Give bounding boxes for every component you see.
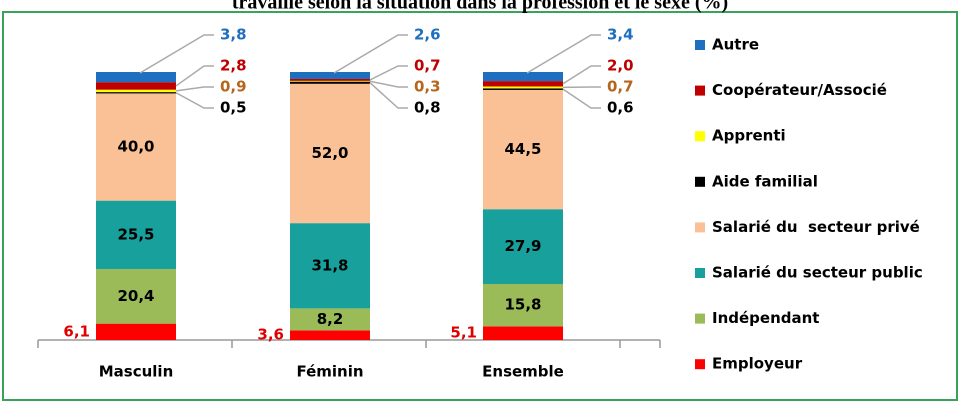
legend-label: Coopérateur/Associé [712, 81, 887, 99]
bar-segment [290, 78, 370, 81]
bar-segment [290, 83, 370, 224]
leader-line [139, 34, 214, 74]
leader-line [526, 34, 601, 74]
bar-segment [483, 81, 563, 87]
data-label: 0,7 [414, 57, 441, 75]
legend-swatch [695, 40, 705, 50]
leader-line [175, 92, 214, 109]
data-label: 40,0 [117, 138, 154, 156]
bar-segment [483, 72, 563, 82]
legend-swatch [695, 359, 705, 370]
data-label: 20,4 [117, 287, 154, 305]
bar-segment [483, 86, 563, 89]
bar-segment [483, 89, 563, 210]
bar-segment [290, 80, 370, 82]
bar-segment [96, 323, 176, 340]
x-tick-label: Ensemble [482, 363, 564, 381]
legend-swatch [695, 176, 705, 187]
data-label: 8,2 [317, 310, 344, 328]
bar-segment [96, 92, 176, 94]
bar-segment [96, 89, 176, 93]
leader-line [369, 82, 408, 109]
data-label: 3,6 [257, 326, 284, 344]
bar-segment [290, 330, 370, 340]
legend-label: Salarié du secteur public [712, 264, 923, 282]
bar-segment [96, 200, 176, 269]
bar-segment [96, 72, 176, 83]
bar-segment [96, 82, 176, 90]
data-label: 3,8 [220, 26, 247, 44]
data-label: 3,4 [607, 26, 634, 44]
bar-segment [96, 93, 176, 201]
data-label: 0,5 [220, 99, 247, 117]
legend-swatch [695, 268, 705, 278]
bar-segment [290, 223, 370, 309]
x-tick-label: Féminin [296, 363, 363, 381]
bar-segment [96, 268, 176, 324]
legend-swatch [695, 313, 705, 324]
legend-label: Salarié du secteur privé [712, 218, 920, 236]
data-label: 2,0 [607, 57, 634, 75]
leader-line [369, 80, 408, 88]
data-label: 5,1 [450, 324, 477, 342]
leader-line [175, 65, 214, 87]
legend-label: Employeur [712, 355, 803, 373]
bar-segment [483, 209, 563, 284]
leader-line [562, 65, 601, 85]
x-tick-label: Masculin [99, 363, 174, 381]
legend-label: Autre [712, 36, 759, 54]
bar-segment [290, 72, 370, 79]
legend-label: Apprenti [712, 127, 786, 145]
leader-line [175, 86, 214, 92]
chart-title: travaille selon la situation dans la pro… [232, 0, 728, 14]
data-label: 2,6 [414, 26, 441, 44]
legend-swatch [695, 131, 705, 142]
bar-segment [483, 88, 563, 90]
data-label: 25,5 [117, 225, 154, 243]
data-label: 0,3 [414, 78, 441, 96]
legend-swatch [695, 85, 705, 96]
data-label: 31,8 [311, 256, 348, 274]
data-label: 0,7 [607, 78, 634, 96]
data-label: 44,5 [504, 140, 541, 158]
data-label: 15,8 [504, 296, 541, 314]
bar-segment [483, 326, 563, 340]
leader-line [562, 88, 601, 109]
bar-segment [290, 81, 370, 84]
legend-label: Aide familial [712, 172, 818, 190]
leader-line [369, 65, 408, 81]
data-label: 0,8 [414, 99, 441, 117]
legend-swatch [695, 222, 705, 233]
leader-line [333, 34, 408, 74]
bar-segment [290, 308, 370, 331]
data-label: 2,8 [220, 57, 247, 75]
data-label: 0,6 [607, 99, 634, 117]
bar-segment [483, 283, 563, 327]
data-label: 27,9 [504, 237, 541, 255]
data-label: 6,1 [63, 322, 90, 340]
legend-label: Indépendant [712, 309, 819, 327]
data-label: 0,9 [220, 78, 247, 96]
data-label: 52,0 [311, 144, 348, 162]
